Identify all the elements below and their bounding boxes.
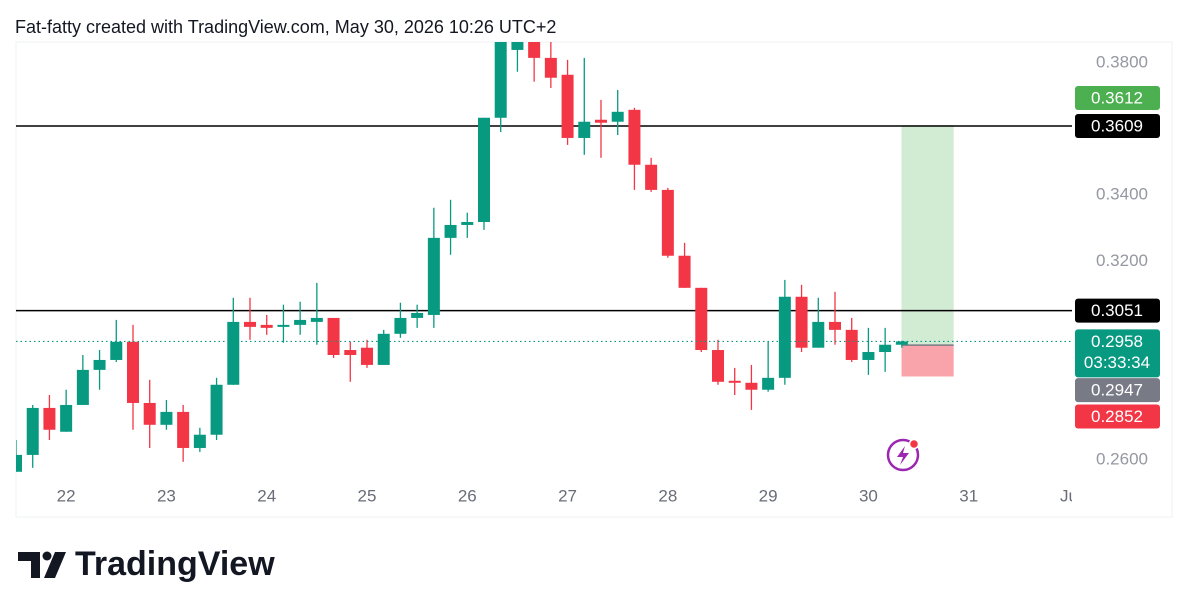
plot-area (16, 42, 1072, 472)
hline-badge (1075, 298, 1160, 323)
candle-body (76, 369, 89, 405)
candle-body (344, 350, 357, 355)
candle-body (377, 333, 390, 365)
candle-body (143, 402, 156, 425)
x-tick-label: 23 (157, 486, 176, 505)
candle-body (427, 237, 440, 315)
header-text: Fat-fatty created with TradingView.com, … (15, 17, 556, 37)
stop-badge-label: 0.2852 (1091, 407, 1143, 426)
candle-body (277, 324, 290, 327)
candle-body (578, 121, 591, 138)
candle-body (511, 42, 524, 50)
hline-badge (1075, 114, 1160, 139)
candle-body (327, 317, 340, 355)
candle-body (444, 224, 457, 238)
candle-body (528, 42, 541, 58)
candle-body (594, 119, 607, 123)
candle-body (544, 57, 557, 78)
candle-body (745, 382, 758, 390)
candle-body (628, 109, 641, 165)
candle-body (812, 321, 825, 348)
y-tick-label: 0.2600 (1096, 449, 1148, 468)
candle-body (360, 347, 373, 365)
x-tick-label: 28 (658, 486, 677, 505)
x-tick-label: 24 (257, 486, 276, 505)
candle-body (260, 324, 273, 328)
candle-body (110, 341, 123, 360)
chart-frame (15, 41, 1173, 518)
x-tick-label: 29 (759, 486, 778, 505)
x-tick-label: 30 (859, 486, 878, 505)
candle-body (494, 42, 507, 118)
candle-body (127, 341, 140, 403)
candle-body (411, 312, 424, 318)
brand-logo (18, 551, 66, 578)
position-profit-zone (901, 125, 954, 346)
x-tick-label: 22 (57, 486, 76, 505)
candle-body (310, 317, 323, 322)
candle-body (879, 344, 892, 353)
candle-body (177, 411, 190, 448)
candle-body (862, 352, 875, 360)
candle-body (477, 117, 490, 222)
target-badge-label: 0.3612 (1091, 89, 1143, 108)
last-price-badge-label: 0.2958 (1091, 332, 1143, 351)
candle-body (60, 404, 73, 432)
candle-body (394, 317, 407, 334)
candle-body (661, 189, 674, 256)
candle-body (43, 407, 56, 430)
candle-body (678, 255, 691, 288)
y-tick-label: 0.3800 (1096, 52, 1148, 71)
candle-body (795, 296, 808, 348)
candle-body (26, 407, 39, 455)
candle-body (762, 377, 775, 390)
candle-body (828, 321, 841, 330)
target-badge (1075, 86, 1160, 111)
candle-body (711, 350, 724, 382)
candle-body (645, 164, 658, 190)
position-loss-zone (901, 345, 954, 377)
x-tick-label: Ju (1060, 486, 1078, 505)
hline-badge-label: 0.3051 (1091, 301, 1143, 320)
candle-body (93, 359, 106, 370)
stop-badge (1075, 404, 1160, 429)
entry-badge (1075, 378, 1160, 403)
last-price-badge-countdown: 03:33:34 (1084, 353, 1150, 372)
hline-badge-label: 0.3609 (1091, 117, 1143, 136)
last-price-badge (1075, 329, 1160, 378)
y-tick-label: 0.3200 (1096, 251, 1148, 270)
entry-badge-label: 0.2947 (1091, 381, 1143, 400)
alert-icon (886, 438, 920, 472)
candle-body (16, 454, 22, 472)
candle-body (695, 287, 708, 351)
candle-body (243, 321, 256, 327)
candle-body (561, 74, 574, 138)
y-axis: 0.2600 0.3200 0.3400 0.3800 0.3609 0.3051 0.36… (1072, 52, 1160, 468)
candle-body (210, 384, 223, 435)
x-tick-label: 26 (458, 486, 477, 505)
candle-body (294, 319, 307, 325)
candle-body (461, 221, 474, 225)
brand-name: TradingView (75, 545, 275, 583)
y-tick-label: 0.3400 (1096, 185, 1148, 204)
candle-body (611, 111, 624, 122)
candle-body (193, 434, 206, 448)
candle-body (160, 411, 173, 425)
candle-body (728, 380, 741, 383)
candle-body (227, 321, 240, 385)
x-tick-label: 31 (959, 486, 978, 505)
candle-body (845, 329, 858, 360)
candle-body (895, 341, 908, 345)
x-tick-label: 25 (358, 486, 377, 505)
x-axis: 22 23 24 25 26 27 28 29 30 31 Ju (57, 486, 1078, 505)
candle-body (778, 296, 791, 378)
x-tick-label: 27 (558, 486, 577, 505)
